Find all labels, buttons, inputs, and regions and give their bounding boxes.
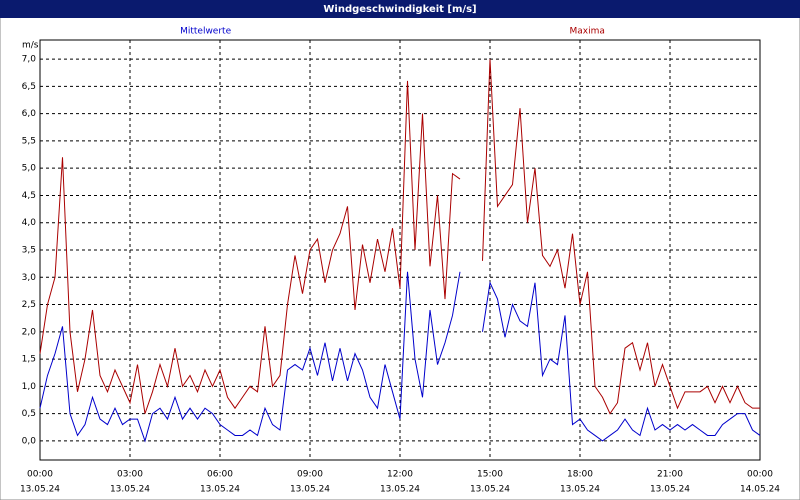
x-tick-label: 15:00 bbox=[477, 470, 503, 480]
y-tick-label: 2,5 bbox=[22, 300, 36, 310]
y-tick-label: 3,5 bbox=[22, 246, 36, 256]
x-tick-date: 13.05.24 bbox=[650, 485, 690, 495]
y-tick-label: 5,5 bbox=[22, 136, 36, 146]
y-tick-label: 0,5 bbox=[22, 409, 36, 419]
x-tick-date: 13.05.24 bbox=[200, 485, 240, 495]
y-tick-label: 4,5 bbox=[22, 191, 36, 201]
y-tick-label: 1,0 bbox=[22, 382, 37, 392]
x-tick-label: 00:00 bbox=[27, 470, 53, 480]
y-tick-label: 3,0 bbox=[22, 273, 37, 283]
x-tick-date: 13.05.24 bbox=[290, 485, 330, 495]
y-tick-label: 5,0 bbox=[22, 164, 37, 174]
x-tick-date: 13.05.24 bbox=[380, 485, 420, 495]
line-series bbox=[39, 271, 761, 443]
x-tick-label: 09:00 bbox=[297, 470, 323, 480]
x-tick-label: 18:00 bbox=[567, 470, 593, 480]
x-tick-date: 13.05.24 bbox=[470, 485, 510, 495]
y-tick-label: 0,0 bbox=[22, 436, 37, 446]
y-tick-label: 7,0 bbox=[22, 55, 37, 65]
y-tick-label: 6,5 bbox=[22, 82, 36, 92]
title-bar bbox=[0, 0, 800, 18]
y-tick-label: 6,0 bbox=[22, 109, 37, 119]
x-tick-label: 12:00 bbox=[387, 470, 413, 480]
chart-title: Windgeschwindigkeit [m/s] bbox=[323, 4, 476, 15]
x-tick-label: 21:00 bbox=[657, 470, 683, 480]
x-tick-label: 03:00 bbox=[117, 470, 143, 480]
y-tick-label: 1,5 bbox=[22, 355, 36, 365]
x-tick-label: 06:00 bbox=[207, 470, 233, 480]
x-tick-date: 13.05.24 bbox=[560, 485, 600, 495]
x-tick-date: 14.05.24 bbox=[740, 485, 780, 495]
legend-entry: Mittelwerte bbox=[180, 27, 231, 37]
x-tick-date: 13.05.24 bbox=[110, 485, 150, 495]
y-tick-label: 2,0 bbox=[22, 327, 37, 337]
line-series bbox=[39, 59, 760, 415]
x-tick-date: 13.05.24 bbox=[20, 485, 60, 495]
y-tick-label: 4,0 bbox=[22, 218, 37, 228]
legend-entry: Maxima bbox=[570, 27, 605, 37]
x-tick-label: 00:00 bbox=[747, 470, 773, 480]
y-axis-label: m/s bbox=[22, 41, 39, 51]
